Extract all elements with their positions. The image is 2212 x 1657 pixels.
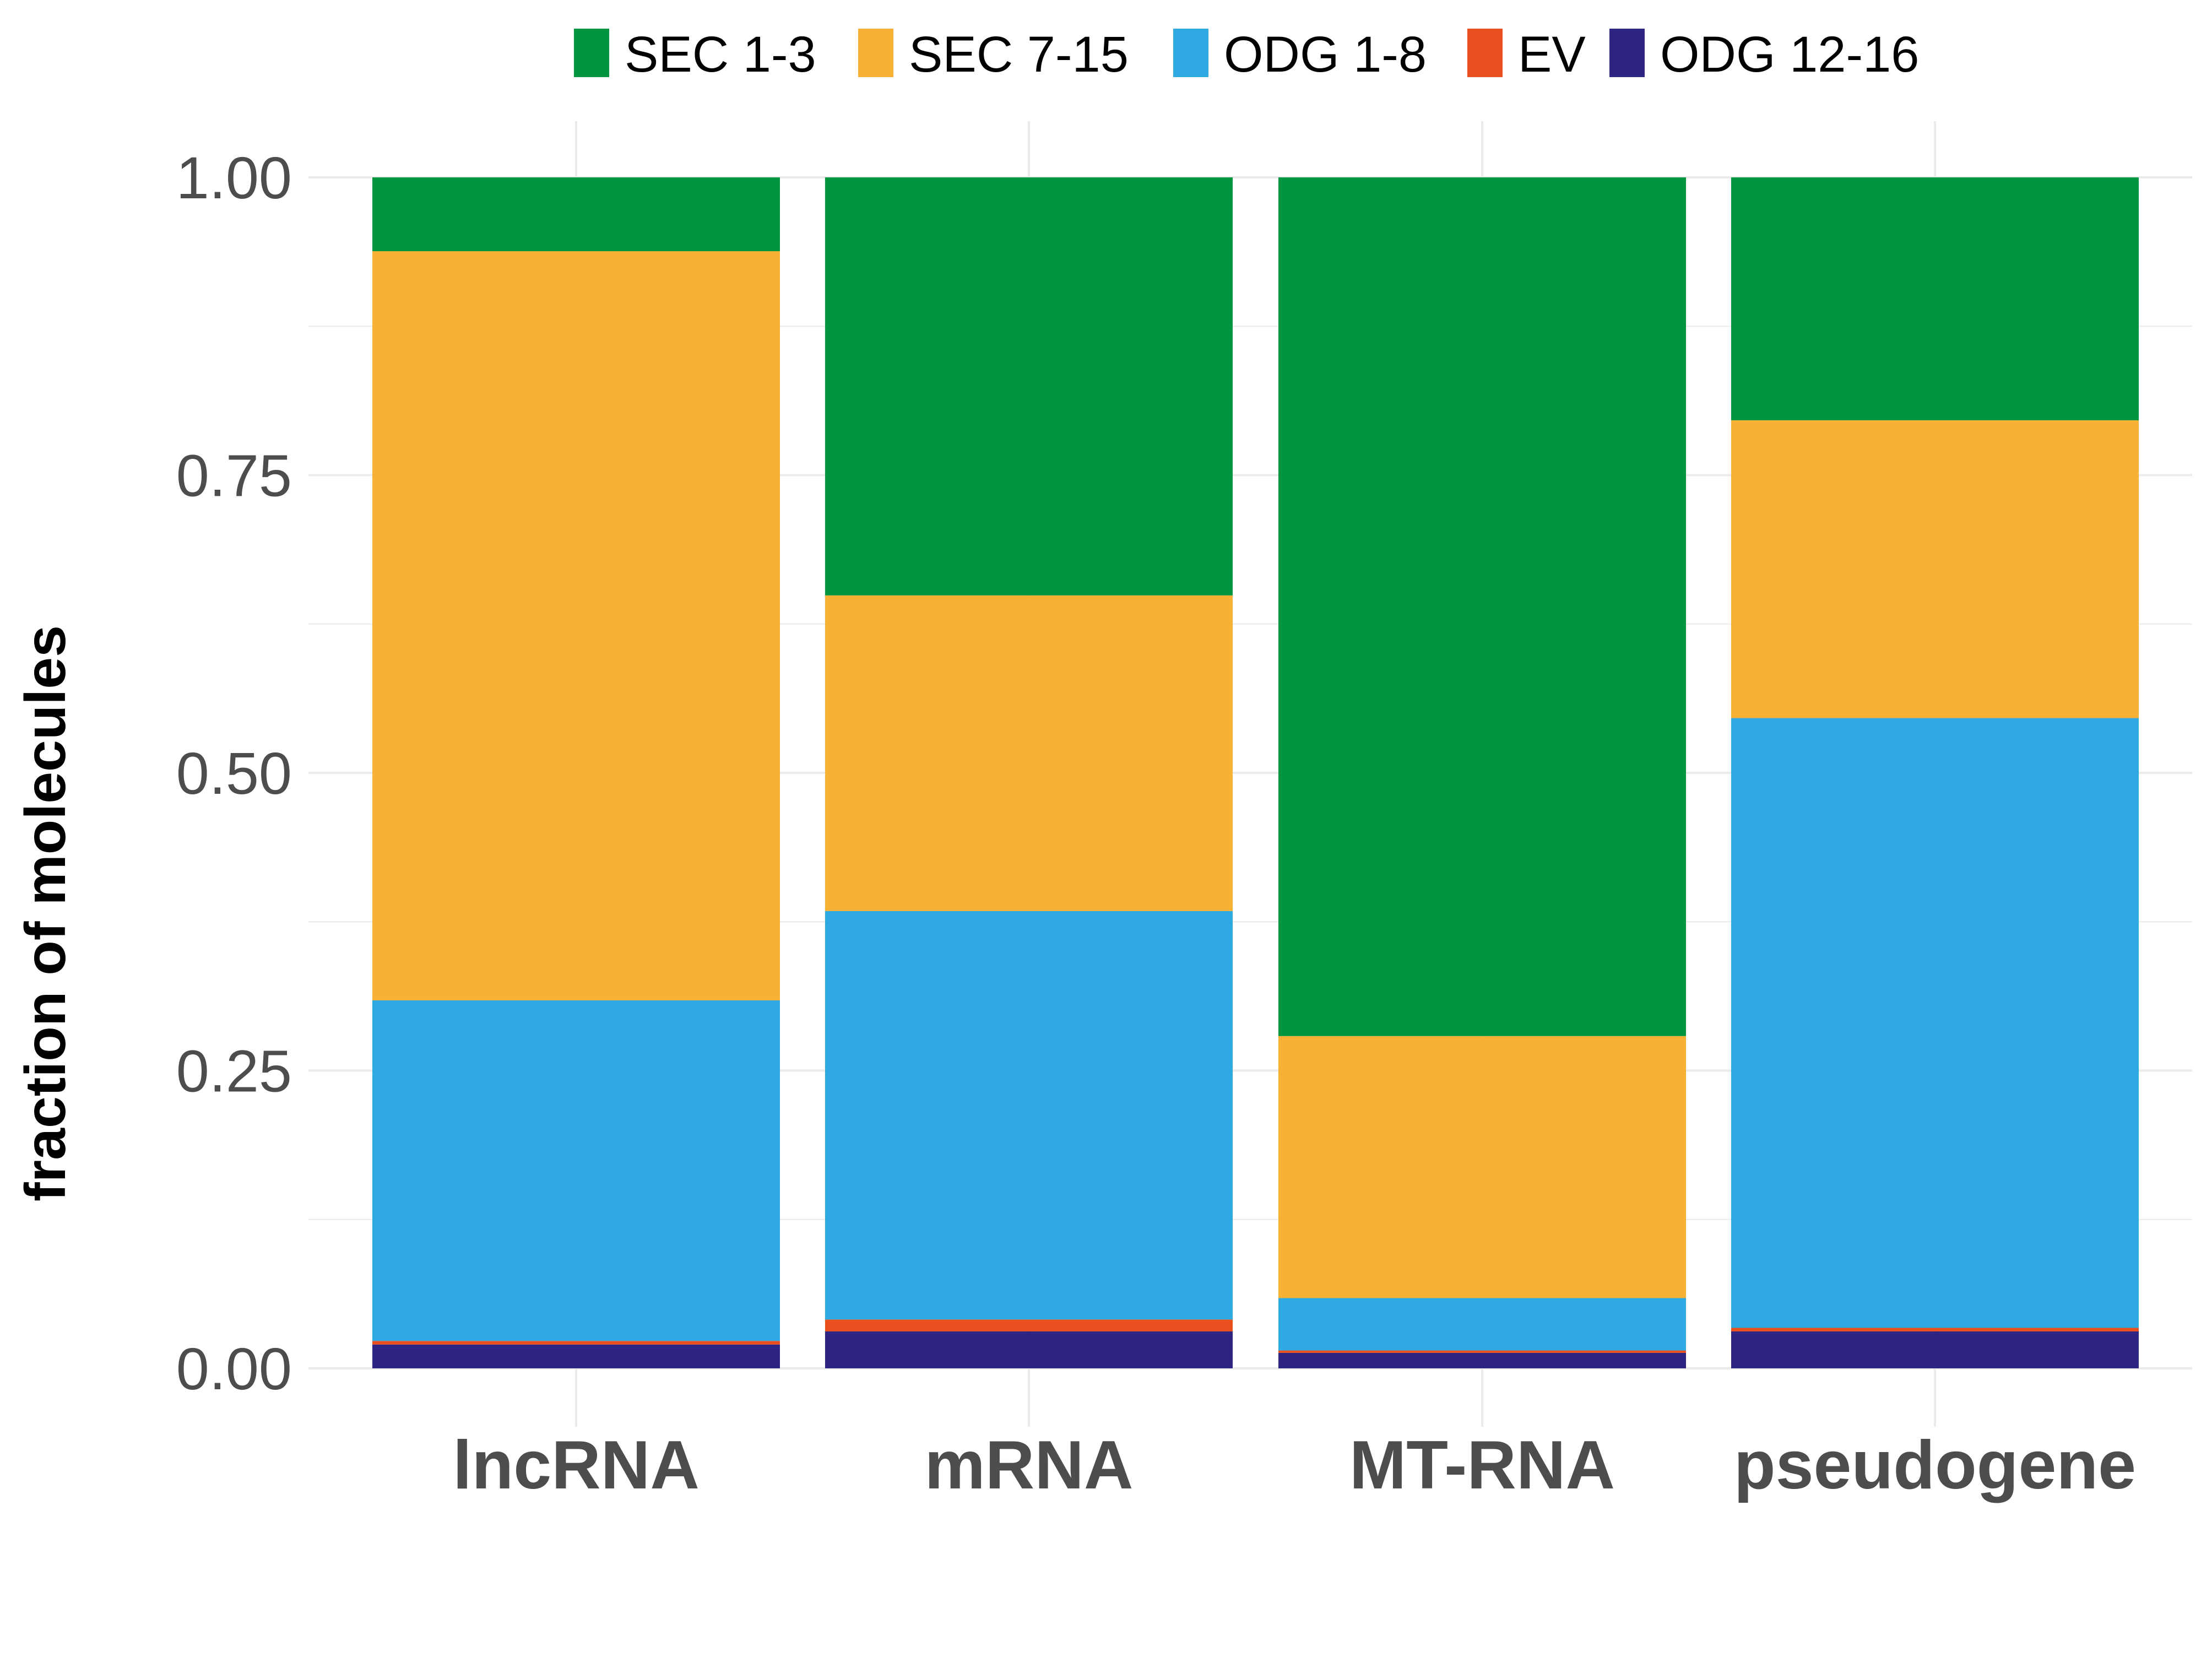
y-tick-label: 0.75 — [176, 442, 292, 509]
x-tick-label: pseudogene — [1734, 1427, 2136, 1503]
x-tick-label: lncRNA — [453, 1427, 700, 1503]
y-axis-ticks: 0.00 0.25 0.50 0.75 1.00 — [176, 144, 292, 1402]
bar-segment-pseudogene-sec-7-15 — [1731, 420, 2139, 718]
legend-item: ODG 1-8 — [1173, 26, 1427, 83]
bar-stack-mrna — [825, 177, 1233, 1368]
bar-stack-mt-rna — [1278, 177, 1686, 1368]
bar-segment-mrna-ev — [825, 1319, 1233, 1331]
legend: SEC 1-3 SEC 7-15 ODG 1-8 EV ODG 12-16 — [574, 26, 1919, 83]
legend-label: EV — [1518, 26, 1586, 83]
legend-label: SEC 7-15 — [909, 26, 1129, 83]
bar-segment-mt-rna-odg-12-16 — [1278, 1352, 1686, 1368]
x-tick-label: mRNA — [925, 1427, 1134, 1503]
bar-segment-lncrna-sec-7-15 — [372, 251, 780, 1000]
y-tick-label: 0.50 — [176, 740, 292, 806]
bar-segment-mt-rna-odg-1-8 — [1278, 1298, 1686, 1351]
y-tick-label: 0.00 — [176, 1335, 292, 1402]
legend-item: SEC 7-15 — [858, 26, 1129, 83]
bar-segment-pseudogene-odg-12-16 — [1731, 1331, 2139, 1368]
legend-label: ODG 1-8 — [1224, 26, 1427, 83]
y-axis-label: fraction of molecules — [14, 625, 78, 1201]
bar-segment-mt-rna-sec-1-3 — [1278, 177, 1686, 1036]
legend-item: SEC 1-3 — [574, 26, 816, 83]
bars — [372, 177, 2139, 1368]
bar-segment-lncrna-sec-1-3 — [372, 177, 780, 252]
bar-segment-mrna-odg-12-16 — [825, 1331, 1233, 1368]
bar-segment-pseudogene-ev — [1731, 1328, 2139, 1331]
y-tick-label: 1.00 — [176, 144, 292, 211]
bar-segment-lncrna-odg-12-16 — [372, 1344, 780, 1368]
bar-segment-mt-rna-ev — [1278, 1350, 1686, 1353]
legend-item: ODG 12-16 — [1609, 26, 1919, 83]
legend-key — [574, 29, 609, 77]
x-tick-label: MT-RNA — [1349, 1427, 1615, 1503]
bar-stack-pseudogene — [1731, 177, 2139, 1368]
bar-segment-pseudogene-odg-1-8 — [1731, 718, 2139, 1328]
legend-key — [1467, 29, 1503, 77]
bar-stack-lncrna — [372, 177, 780, 1368]
bar-segment-mrna-odg-1-8 — [825, 911, 1233, 1320]
legend-item: EV — [1467, 26, 1586, 83]
x-axis-ticks: lncRNA mRNA MT-RNA pseudogene — [453, 1427, 2136, 1503]
y-tick-label: 0.25 — [176, 1038, 292, 1104]
bar-segment-mt-rna-sec-7-15 — [1278, 1036, 1686, 1298]
bar-segment-lncrna-odg-1-8 — [372, 1000, 780, 1341]
legend-key — [858, 29, 893, 77]
bar-segment-mrna-sec-7-15 — [825, 595, 1233, 911]
legend-key — [1609, 29, 1645, 77]
bar-segment-mrna-sec-1-3 — [825, 177, 1233, 595]
bar-segment-lncrna-ev — [372, 1341, 780, 1345]
bar-segment-pseudogene-sec-1-3 — [1731, 177, 2139, 421]
legend-key — [1173, 29, 1208, 77]
legend-label: SEC 1-3 — [625, 26, 816, 83]
legend-label: ODG 12-16 — [1660, 26, 1919, 83]
